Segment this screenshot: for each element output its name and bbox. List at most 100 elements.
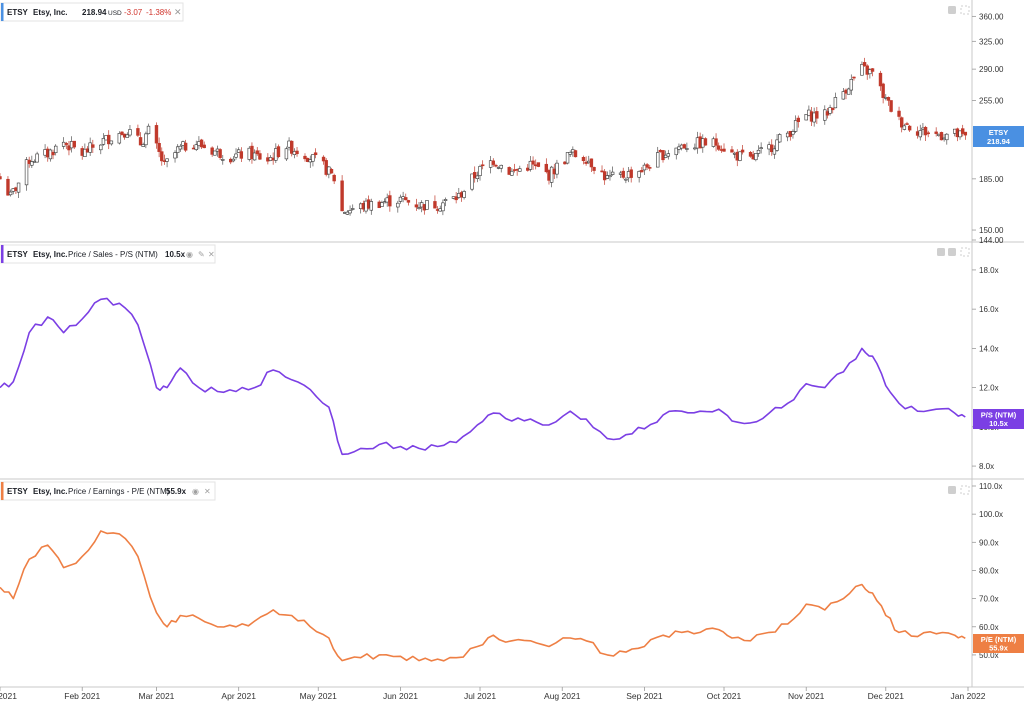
candle-body: [234, 153, 238, 158]
candle-body: [833, 97, 838, 109]
candle-body: [640, 170, 644, 173]
candle-body: [693, 147, 697, 150]
ticker-label: ETSY: [7, 487, 29, 496]
fullscreen-icon[interactable]: [960, 485, 970, 495]
expand-icon[interactable]: [948, 6, 956, 14]
candle-body: [568, 152, 572, 155]
eye-icon[interactable]: ◉: [192, 487, 199, 496]
candle-body: [388, 195, 392, 207]
candle-body: [518, 168, 522, 172]
candle-body: [581, 157, 586, 162]
currency-label: USD: [108, 10, 122, 17]
x-tick-label: Nov 2021: [788, 691, 825, 701]
candle-body: [923, 126, 928, 136]
candle-body: [491, 160, 495, 165]
y-tick-label: 50.0x: [979, 651, 999, 660]
candle-body: [648, 167, 652, 169]
close-icon[interactable]: ✕: [204, 487, 211, 496]
candle-body: [24, 159, 29, 186]
candle-body: [494, 164, 498, 167]
candle-body: [886, 97, 891, 101]
ps-last-value-badge: P/S (NTM) 10.5x: [973, 409, 1024, 429]
badge-bg: [973, 126, 1024, 147]
candle-body: [138, 137, 143, 146]
candle-body: [35, 153, 39, 163]
candle-body: [778, 134, 782, 143]
series-color-marker: [1, 3, 4, 21]
metric-value: 10.5x: [165, 250, 186, 259]
settings-icon[interactable]: ✎: [198, 250, 205, 259]
price-legend: ETSY Etsy, Inc. 218.94 USD -3.07 -1.38% …: [0, 2, 184, 22]
candle-body: [157, 142, 161, 152]
fullscreen-icon[interactable]: [960, 247, 970, 257]
y-tick-label: 255.00: [979, 97, 1004, 106]
candle-body: [290, 140, 294, 154]
candle-body: [295, 150, 299, 155]
candle-body: [332, 174, 336, 182]
y-tick-label: 16.0x: [979, 305, 999, 314]
candle-body: [624, 178, 628, 181]
candle-body: [934, 131, 938, 134]
ps-series-line: [0, 297, 966, 456]
candle-body: [199, 139, 204, 148]
candle-body: [860, 64, 864, 76]
ps-legend: ETSY Etsy, Inc. Price / Sales - P/S (NTM…: [0, 244, 216, 264]
candle-body: [117, 133, 122, 144]
candle-body: [239, 151, 244, 159]
candle-body: [907, 125, 912, 131]
candle-body: [849, 78, 854, 91]
candle-body: [154, 125, 159, 144]
candle-body: [621, 170, 625, 178]
badge-label: P/S (NTM): [981, 411, 1017, 420]
candle-body: [165, 158, 169, 162]
candle-body: [311, 154, 315, 162]
x-tick-label: Oct 2021: [707, 691, 742, 701]
candle-body: [8, 191, 13, 196]
candle-body: [637, 171, 641, 178]
candle-body: [255, 150, 259, 155]
expand-icon[interactable]: [948, 486, 956, 494]
candle-body: [202, 144, 206, 149]
candle-body: [722, 148, 726, 152]
candle-body: [605, 175, 610, 179]
candle-body: [738, 151, 742, 161]
candle-body: [396, 202, 400, 208]
candle-body: [841, 91, 846, 100]
candle-body: [878, 72, 883, 87]
y-tick-label: 8.0x: [979, 462, 994, 471]
candle-body: [380, 202, 384, 207]
y-tick-label: 60.0x: [979, 623, 999, 632]
fullscreen-icon[interactable]: [960, 5, 970, 15]
candle-body: [796, 117, 800, 123]
candle-body: [608, 175, 612, 178]
candle-body: [218, 149, 222, 158]
candle-body: [91, 144, 95, 148]
candle-body: [815, 111, 819, 119]
close-icon[interactable]: ✕: [174, 7, 182, 17]
candle-body: [902, 125, 907, 130]
metric-label: Price / Sales - P/S (NTM): [68, 250, 158, 259]
candle-body: [703, 138, 708, 146]
candle-body: [868, 69, 872, 75]
close-icon[interactable]: ✕: [208, 250, 215, 259]
y-tick-label: 80.0x: [979, 566, 999, 575]
pe-y-axis: 110.0x 100.0x 90.0x 80.0x 70.0x 60.0x 50.0x: [972, 482, 1003, 660]
badge-bg: [973, 634, 1024, 653]
collapse-icon[interactable]: [948, 248, 956, 256]
candle-body: [433, 201, 437, 209]
price-y-axis: 360.00 325.00 290.00 255.00 185.00 150.00144.…: [972, 12, 1004, 245]
badge-value: 10.5x: [989, 419, 1009, 428]
candle-body: [221, 159, 225, 161]
eye-icon[interactable]: ◉: [186, 250, 193, 259]
expand-icon[interactable]: [937, 248, 945, 256]
candle-body: [793, 120, 798, 132]
candle-body: [926, 132, 930, 135]
candle-body: [899, 117, 904, 128]
candle-body: [531, 160, 535, 165]
candle-body: [478, 166, 482, 176]
x-tick-label: Jun 2021: [383, 691, 418, 701]
pe-legend: ETSY Etsy, Inc. Price / Earnings - P/E (…: [0, 481, 216, 501]
pe-panel-toolbar: [948, 485, 970, 495]
